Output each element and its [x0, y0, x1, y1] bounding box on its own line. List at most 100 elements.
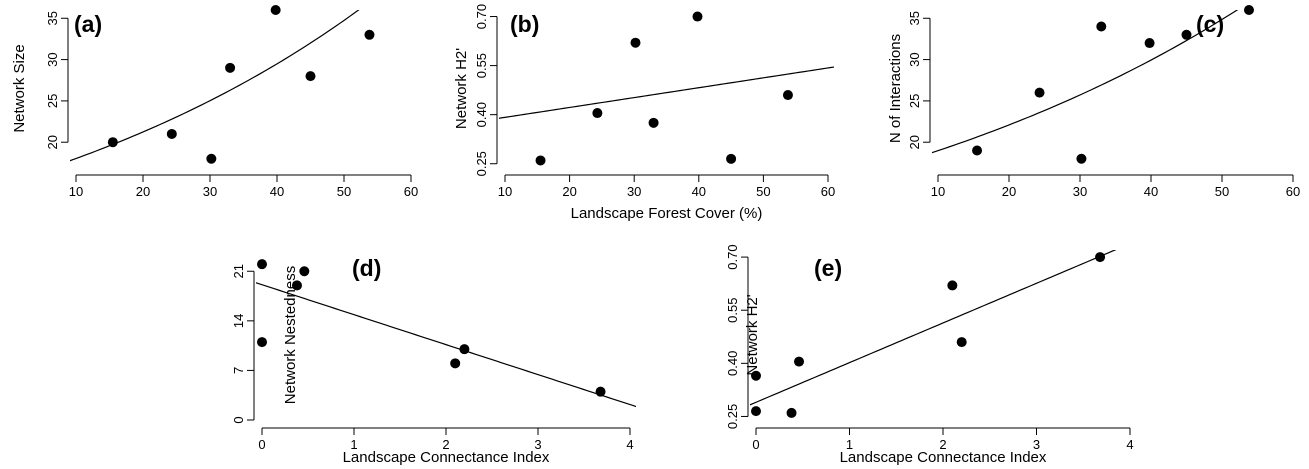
x-axis-title: Landscape Forest Cover (%): [571, 205, 763, 222]
x-tick-label: 40: [270, 184, 284, 199]
y-axis-title: Network H2': [744, 294, 761, 375]
y-tick-label: 25: [907, 94, 922, 108]
x-tick-label: 4: [1126, 437, 1133, 452]
data-point: [166, 128, 177, 139]
data-point: [450, 358, 461, 369]
y-tick-label: 20: [45, 135, 60, 149]
x-tick-label: 1: [350, 437, 357, 452]
x-tick-label: 60: [1286, 184, 1300, 199]
data-point: [225, 62, 236, 73]
y-axis-title: Network Size: [11, 44, 28, 132]
y-tick-label: 0.70: [474, 4, 489, 29]
panel-label: (d): [352, 255, 381, 281]
panel-d-scatter: 0 1 2 3 4 0 7 14 21 Network Nestedness Landscape C…: [231, 255, 636, 466]
x-tick-label: 30: [627, 184, 641, 199]
data-point: [726, 153, 737, 164]
x-tick-label: 0: [752, 437, 759, 452]
y-axis-title: Network Nestedness: [282, 266, 299, 404]
y-tick-label: 7: [231, 367, 246, 374]
x-axis-title: Landscape Connectance Index: [840, 449, 1047, 466]
x-tick-label: 50: [756, 184, 770, 199]
data-point: [364, 29, 375, 40]
panel-label: (a): [74, 11, 102, 37]
y-tick-label: 21: [231, 264, 246, 278]
data-point: [592, 108, 603, 119]
y-tick-label: 35: [907, 11, 922, 25]
y-tick-label: 14: [231, 314, 246, 328]
x-tick-label: 10: [69, 184, 83, 199]
panel-a-scatter: 10 20 30 40 50 60 20 25 30 35 Network Size (a): [11, 5, 418, 199]
x-tick-label: 20: [1002, 184, 1016, 199]
data-point: [972, 145, 983, 156]
panel-b-scatter: 10 20 30 40 50 60 0.25 0.40 0.55 0.70 Network H2' L…: [453, 4, 835, 222]
y-tick-label: 20: [907, 135, 922, 149]
y-tick-label: 0.25: [725, 404, 740, 429]
data-point: [1076, 153, 1087, 164]
data-point: [1096, 21, 1107, 32]
y-tick-label: 0.55: [474, 53, 489, 78]
data-point: [751, 370, 761, 381]
data-point: [257, 337, 267, 348]
x-tick-label: 20: [562, 184, 576, 199]
data-point: [459, 344, 470, 355]
x-tick-label: 10: [498, 184, 512, 199]
data-point: [206, 153, 217, 164]
data-point: [1034, 87, 1045, 98]
data-point: [257, 259, 267, 270]
data-point: [535, 155, 546, 166]
y-axis-title: N of Interactions: [887, 34, 904, 143]
x-tick-label: 40: [1144, 184, 1158, 199]
x-axis-title: Landscape Connectance Index: [343, 449, 550, 466]
y-axis-title: Network H2': [453, 48, 470, 129]
fit-line: [70, 10, 360, 162]
x-tick-label: 4: [626, 437, 633, 452]
y-tick-label: 0.70: [725, 244, 740, 269]
y-tick-label: 30: [45, 52, 60, 66]
data-point: [786, 407, 797, 418]
y-tick-label: 25: [45, 94, 60, 108]
x-tick-label: 2: [442, 437, 449, 452]
x-tick-label: 20: [136, 184, 150, 199]
x-tick-label: 50: [337, 184, 351, 199]
data-point: [782, 90, 793, 101]
x-tick-label: 3: [534, 437, 541, 452]
y-tick-label: 35: [45, 11, 60, 25]
x-tick-label: 40: [692, 184, 706, 199]
data-point: [947, 280, 958, 291]
x-tick-label: 1: [846, 437, 853, 452]
panel-label: (e): [814, 255, 842, 281]
x-tick-label: 60: [404, 184, 418, 199]
data-point: [299, 266, 310, 277]
x-tick-label: 50: [1215, 184, 1229, 199]
panel-e-scatter: 0 1 2 3 4 0.25 0.40 0.55 0.70 Network H2' Landscap…: [725, 244, 1134, 466]
data-point: [1243, 5, 1254, 15]
fit-line: [750, 250, 1117, 406]
y-tick-label: 0.40: [474, 102, 489, 127]
data-point: [1095, 252, 1106, 263]
y-tick-label: 0: [231, 416, 246, 423]
fit-line: [256, 282, 636, 408]
data-point: [1144, 38, 1155, 49]
y-tick-label: 0.40: [725, 351, 740, 376]
data-point: [648, 117, 659, 128]
fit-line: [499, 66, 834, 119]
data-point: [107, 137, 118, 148]
x-tick-label: 3: [1033, 437, 1040, 452]
x-tick-label: 60: [821, 184, 835, 199]
y-tick-label: 30: [907, 52, 922, 66]
data-point: [630, 37, 641, 48]
x-tick-label: 30: [1073, 184, 1087, 199]
x-tick-label: 10: [931, 184, 945, 199]
data-point: [751, 406, 761, 417]
x-tick-label: 0: [258, 437, 265, 452]
data-point: [270, 5, 281, 15]
x-tick-label: 30: [203, 184, 217, 199]
data-point: [794, 356, 805, 367]
data-point: [305, 71, 316, 82]
data-point: [692, 11, 703, 22]
data-point: [956, 337, 967, 348]
panel-label: (b): [510, 11, 539, 37]
fit-line: [932, 10, 1239, 154]
